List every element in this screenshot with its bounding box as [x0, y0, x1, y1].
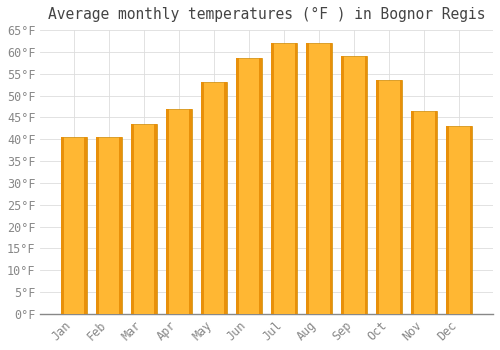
Bar — [84, 137, 87, 314]
Bar — [330, 43, 332, 314]
Bar — [400, 80, 402, 314]
Bar — [434, 111, 438, 314]
Bar — [341, 56, 344, 314]
Bar — [411, 111, 414, 314]
Bar — [131, 124, 157, 314]
Bar — [190, 108, 192, 314]
Bar — [260, 58, 262, 314]
Bar — [154, 124, 157, 314]
Bar — [166, 108, 192, 314]
Bar — [236, 58, 262, 314]
Bar — [61, 137, 64, 314]
Bar — [306, 43, 309, 314]
Bar — [411, 111, 438, 314]
Bar — [201, 83, 204, 314]
Bar — [376, 80, 402, 314]
Bar — [294, 43, 298, 314]
Bar — [96, 137, 122, 314]
Bar — [446, 126, 449, 314]
Bar — [166, 108, 169, 314]
Bar — [341, 56, 367, 314]
Bar — [201, 83, 228, 314]
Bar — [236, 58, 239, 314]
Title: Average monthly temperatures (°F ) in Bognor Regis: Average monthly temperatures (°F ) in Bo… — [48, 7, 486, 22]
Bar — [61, 137, 87, 314]
Bar — [131, 124, 134, 314]
Bar — [96, 137, 98, 314]
Bar — [224, 83, 228, 314]
Bar — [470, 126, 472, 314]
Bar — [271, 43, 297, 314]
Bar — [364, 56, 368, 314]
Bar — [271, 43, 274, 314]
Bar — [306, 43, 332, 314]
Bar — [120, 137, 122, 314]
Bar — [446, 126, 472, 314]
Bar — [376, 80, 379, 314]
